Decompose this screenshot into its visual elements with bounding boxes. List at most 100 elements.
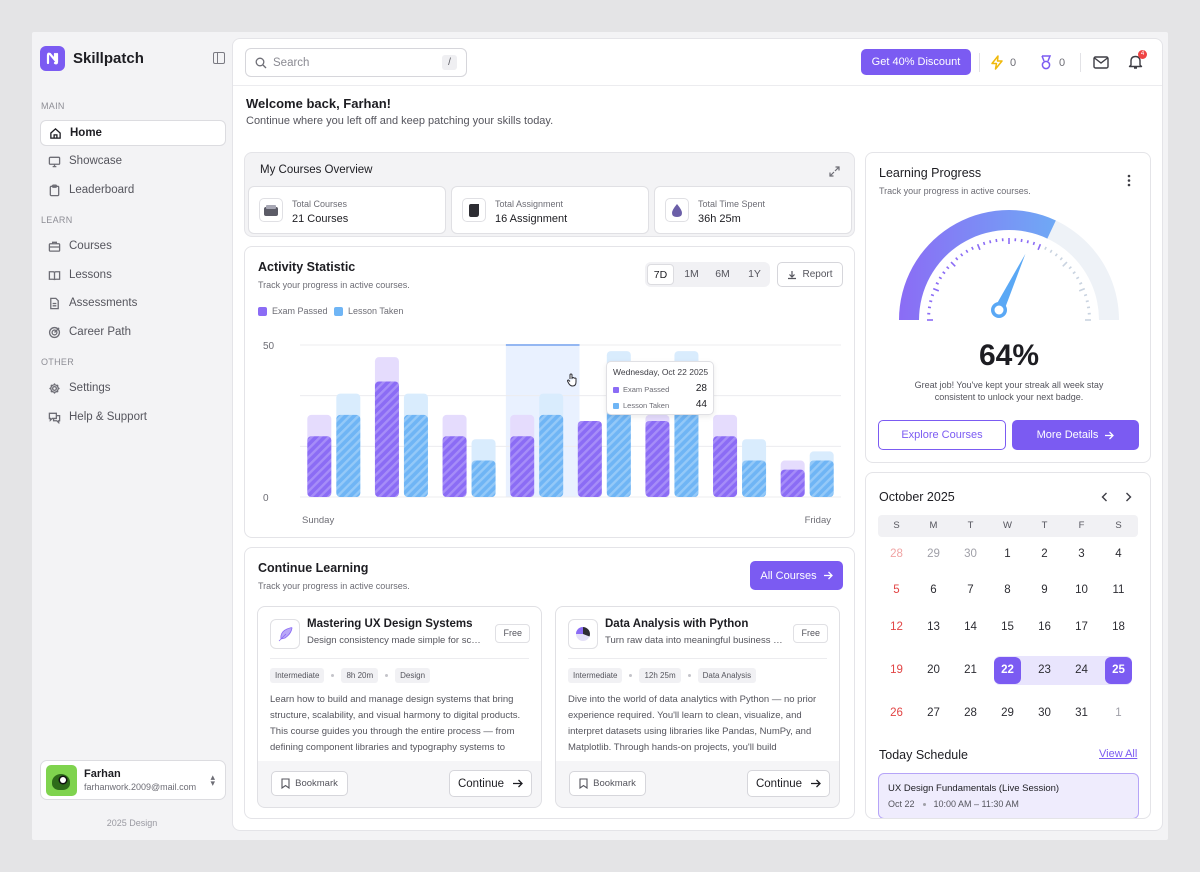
stat-value: 16 Assignment xyxy=(495,213,568,225)
sidebar-item-lessons[interactable]: Lessons xyxy=(40,262,226,288)
calendar-day[interactable]: 10 xyxy=(1075,584,1088,596)
calendar-day[interactable]: 29 xyxy=(927,548,940,560)
progress-percent: 64% xyxy=(978,339,1040,372)
calendar-day[interactable]: 16 xyxy=(1038,621,1051,633)
calendar-day[interactable]: 27 xyxy=(927,707,940,719)
continue-button[interactable]: Continue xyxy=(747,770,830,797)
activity-chart: 0 50 Sunday Friday xyxy=(263,341,841,526)
sidebar-item-settings[interactable]: Settings xyxy=(40,375,226,401)
discount-button[interactable]: Get 40% Discount xyxy=(861,49,971,75)
range-1y[interactable]: 1Y xyxy=(748,268,761,280)
search-shortcut: / xyxy=(442,55,457,70)
bell-icon[interactable] xyxy=(1128,54,1143,70)
badge-metric[interactable]: 0 xyxy=(1039,55,1065,70)
main-panel: / Get 40% Discount 0 0 4 Welcome back, F… xyxy=(232,38,1163,831)
activity-card: Activity Statistic Track your progress i… xyxy=(244,246,855,538)
calendar-day[interactable]: 2 xyxy=(1041,548,1048,560)
explore-courses-button[interactable]: Explore Courses xyxy=(878,420,1006,450)
gauge-tick xyxy=(1049,249,1053,254)
sidebar-item-home[interactable]: Home xyxy=(40,120,226,146)
calendar-day[interactable]: 31 xyxy=(1075,707,1088,719)
calendar-day[interactable]: 24 xyxy=(1075,664,1088,676)
section-label-other: OTHER xyxy=(41,357,74,367)
report-button[interactable]: Report xyxy=(777,262,843,287)
chevron-left-icon[interactable] xyxy=(1101,492,1108,502)
range-1m[interactable]: 1M xyxy=(684,268,699,280)
calendar-day[interactable]: 12 xyxy=(890,621,903,633)
calendar-day[interactable]: 14 xyxy=(964,621,977,633)
calendar-day[interactable]: 4 xyxy=(1115,548,1122,560)
legend-label: Lesson Taken xyxy=(348,306,404,316)
gauge-tick xyxy=(960,253,964,257)
calendar-day[interactable]: 30 xyxy=(1038,707,1051,719)
stat-label: Total Assignment xyxy=(495,199,564,209)
feather-icon xyxy=(270,619,300,649)
home-icon xyxy=(50,127,61,139)
calendar-day[interactable]: 28 xyxy=(964,707,977,719)
calendar-day[interactable]: 30 xyxy=(964,548,977,560)
calendar-day[interactable]: 19 xyxy=(890,664,903,676)
gauge-tick xyxy=(1044,246,1047,250)
sidebar-item-assessments[interactable]: Assessments xyxy=(40,290,226,316)
course-footer: Bookmark Continue xyxy=(555,761,840,808)
gauge-tick xyxy=(1026,240,1029,244)
stat-total-assignment: Total Assignment 16 Assignment xyxy=(451,186,649,234)
expand-icon[interactable] xyxy=(829,166,840,177)
schedule-event[interactable]: UX Design Fundamentals (Live Session) Oc… xyxy=(878,773,1139,818)
calendar-day[interactable]: 15 xyxy=(1001,621,1014,633)
course-description: Learn how to build and manage design sys… xyxy=(270,694,521,753)
calendar-day[interactable]: 28 xyxy=(890,548,903,560)
calendar-day[interactable]: 20 xyxy=(927,664,940,676)
bar-lesson-taken xyxy=(809,460,834,497)
calendar-day[interactable]: 11 xyxy=(1112,584,1125,596)
user-profile[interactable]: Farhan farhanwork.2009@mail.com ▴ ▾ xyxy=(40,760,226,800)
range-7d[interactable]: 7D xyxy=(647,264,674,285)
sidebar-item-leaderboard[interactable]: Leaderboard xyxy=(40,177,226,203)
calendar-day[interactable]: 21 xyxy=(964,664,977,676)
calendar-day[interactable]: 3 xyxy=(1078,548,1085,560)
calendar-day[interactable]: 9 xyxy=(1041,584,1048,596)
more-icon[interactable] xyxy=(1127,174,1131,187)
bookmark-button[interactable]: Bookmark xyxy=(569,771,646,796)
legend-label: Exam Passed xyxy=(272,306,328,316)
sidebar-collapse-icon[interactable] xyxy=(213,52,225,64)
tooltip-value: 44 xyxy=(695,399,707,410)
calendar-day[interactable]: 29 xyxy=(1001,707,1014,719)
calendar-day[interactable]: 8 xyxy=(1004,584,1011,596)
calendar-day[interactable]: 22 xyxy=(994,657,1021,684)
bookmark-button[interactable]: Bookmark xyxy=(271,771,348,796)
tag-level: Intermediate xyxy=(270,668,325,683)
continue-button[interactable]: Continue xyxy=(449,770,532,797)
chevron-right-icon[interactable] xyxy=(1125,492,1132,502)
view-all-link[interactable]: View All xyxy=(1099,748,1138,760)
calendar-day[interactable]: 1 xyxy=(1115,707,1122,719)
calendar-day[interactable]: 13 xyxy=(927,621,940,633)
calendar-day[interactable]: 7 xyxy=(967,584,974,596)
calendar-day[interactable]: 23 xyxy=(1038,664,1051,676)
more-details-button[interactable]: More Details xyxy=(1012,420,1139,450)
sidebar-item-courses[interactable]: Courses xyxy=(40,233,226,259)
calendar-day[interactable]: 26 xyxy=(890,707,903,719)
brand-name: Skillpatch xyxy=(73,50,144,67)
calendar-day[interactable]: 18 xyxy=(1112,621,1125,633)
calendar-day[interactable]: 17 xyxy=(1075,621,1088,633)
brand[interactable]: Skillpatch xyxy=(40,46,144,71)
sidebar-item-showcase[interactable]: Showcase xyxy=(40,148,226,174)
all-courses-button[interactable]: All Courses xyxy=(750,561,843,590)
energy-metric[interactable]: 0 xyxy=(990,55,1016,70)
mail-icon[interactable] xyxy=(1093,56,1109,69)
assignment-stat-icon xyxy=(462,198,486,222)
search-box[interactable]: / xyxy=(245,48,467,77)
course-desc: Turn raw data into meaningful business i… xyxy=(605,635,783,646)
calendar-day[interactable]: 25 xyxy=(1105,657,1132,684)
gauge-tick xyxy=(965,249,969,254)
monitor-icon xyxy=(48,156,61,167)
search-icon xyxy=(255,57,267,68)
calendar-day[interactable]: 5 xyxy=(893,584,900,596)
sidebar-item-help-support[interactable]: Help & Support xyxy=(40,404,226,430)
search-input[interactable] xyxy=(273,56,443,69)
range-6m[interactable]: 6M xyxy=(715,268,730,280)
calendar-day[interactable]: 6 xyxy=(930,584,937,596)
calendar-day[interactable]: 1 xyxy=(1004,548,1011,560)
sidebar-item-career-path[interactable]: Career Path xyxy=(40,319,226,345)
